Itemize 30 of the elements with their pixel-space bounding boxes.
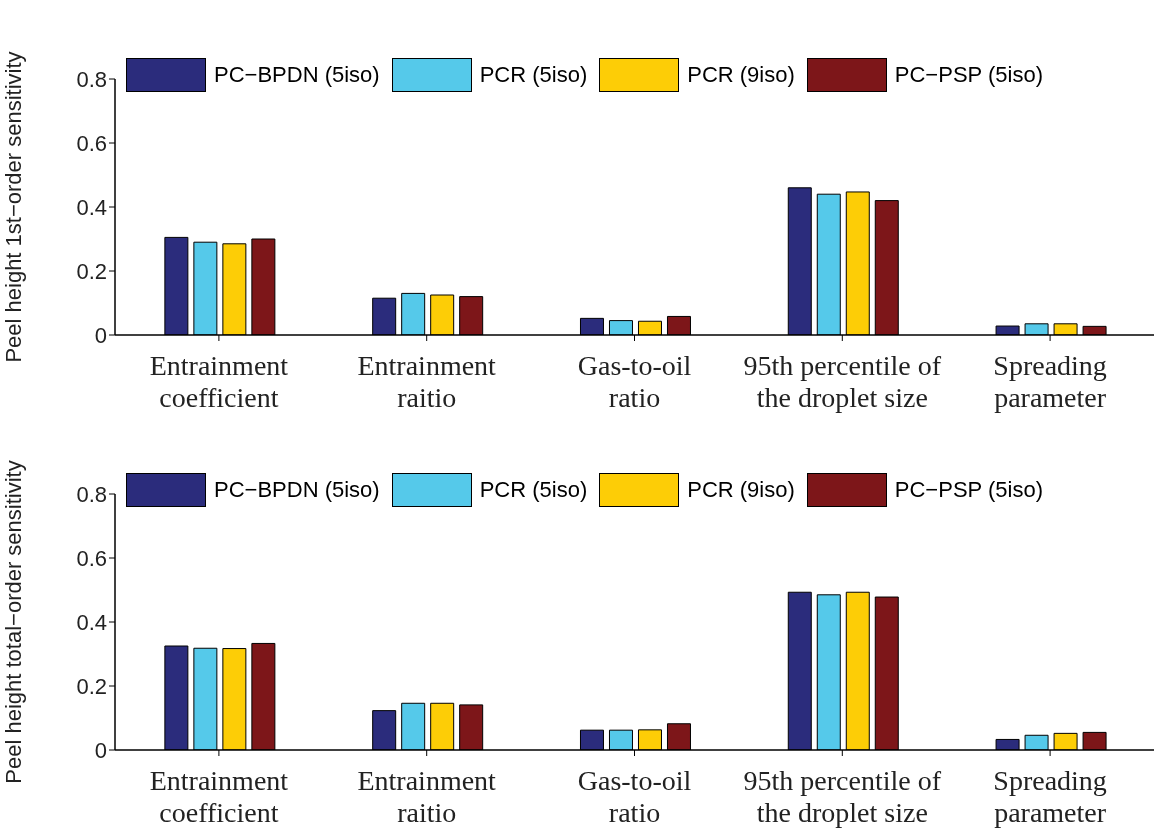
y-tick-label: 0.8: [76, 481, 107, 507]
x-tick-label: 95th percentile of the droplet size: [743, 765, 942, 828]
y-axis-title: Peel height total−order sensitivity: [0, 460, 26, 784]
y-tick-label: 0: [94, 737, 107, 763]
x-tick-label: Entrainment raitio: [357, 765, 497, 828]
y-tick-label: 0.2: [76, 258, 107, 284]
legend-label: PCR (5iso): [479, 477, 588, 503]
x-tick-label: Spreading parameter: [993, 765, 1107, 828]
x-tick-label: Entrainment coefficient: [149, 765, 289, 828]
legend-label: PCR (5iso): [479, 62, 588, 88]
y-tick-label: 0.2: [76, 673, 107, 699]
y-axis-title: Peel height 1st−order sensitivity: [0, 51, 26, 363]
legend-label: PCR (9iso): [687, 477, 795, 503]
x-tick-label: Spreading parameter: [993, 350, 1107, 413]
legend-label: PC−BPDN (5iso): [214, 62, 380, 88]
x-tick-label: Gas-to-oil ratio: [577, 765, 692, 828]
y-tick-label: 0: [94, 322, 107, 348]
x-tick-label: Entrainment coefficient: [149, 350, 289, 413]
x-tick-label: Entrainment raitio: [357, 350, 497, 413]
y-tick-label: 0.6: [76, 545, 107, 571]
y-tick-label: 0.4: [76, 194, 107, 220]
x-tick-label: 95th percentile of the droplet size: [743, 350, 942, 413]
legend-label: PC−PSP (5iso): [894, 62, 1043, 88]
y-tick-label: 0.6: [76, 130, 107, 156]
legend-label: PCR (9iso): [687, 62, 795, 88]
y-tick-label: 0.4: [76, 609, 107, 635]
legend-label: PC−BPDN (5iso): [214, 477, 380, 503]
legend-label: PC−PSP (5iso): [894, 477, 1043, 503]
y-tick-label: 0.8: [76, 66, 107, 92]
x-tick-label: Gas-to-oil ratio: [577, 350, 692, 413]
